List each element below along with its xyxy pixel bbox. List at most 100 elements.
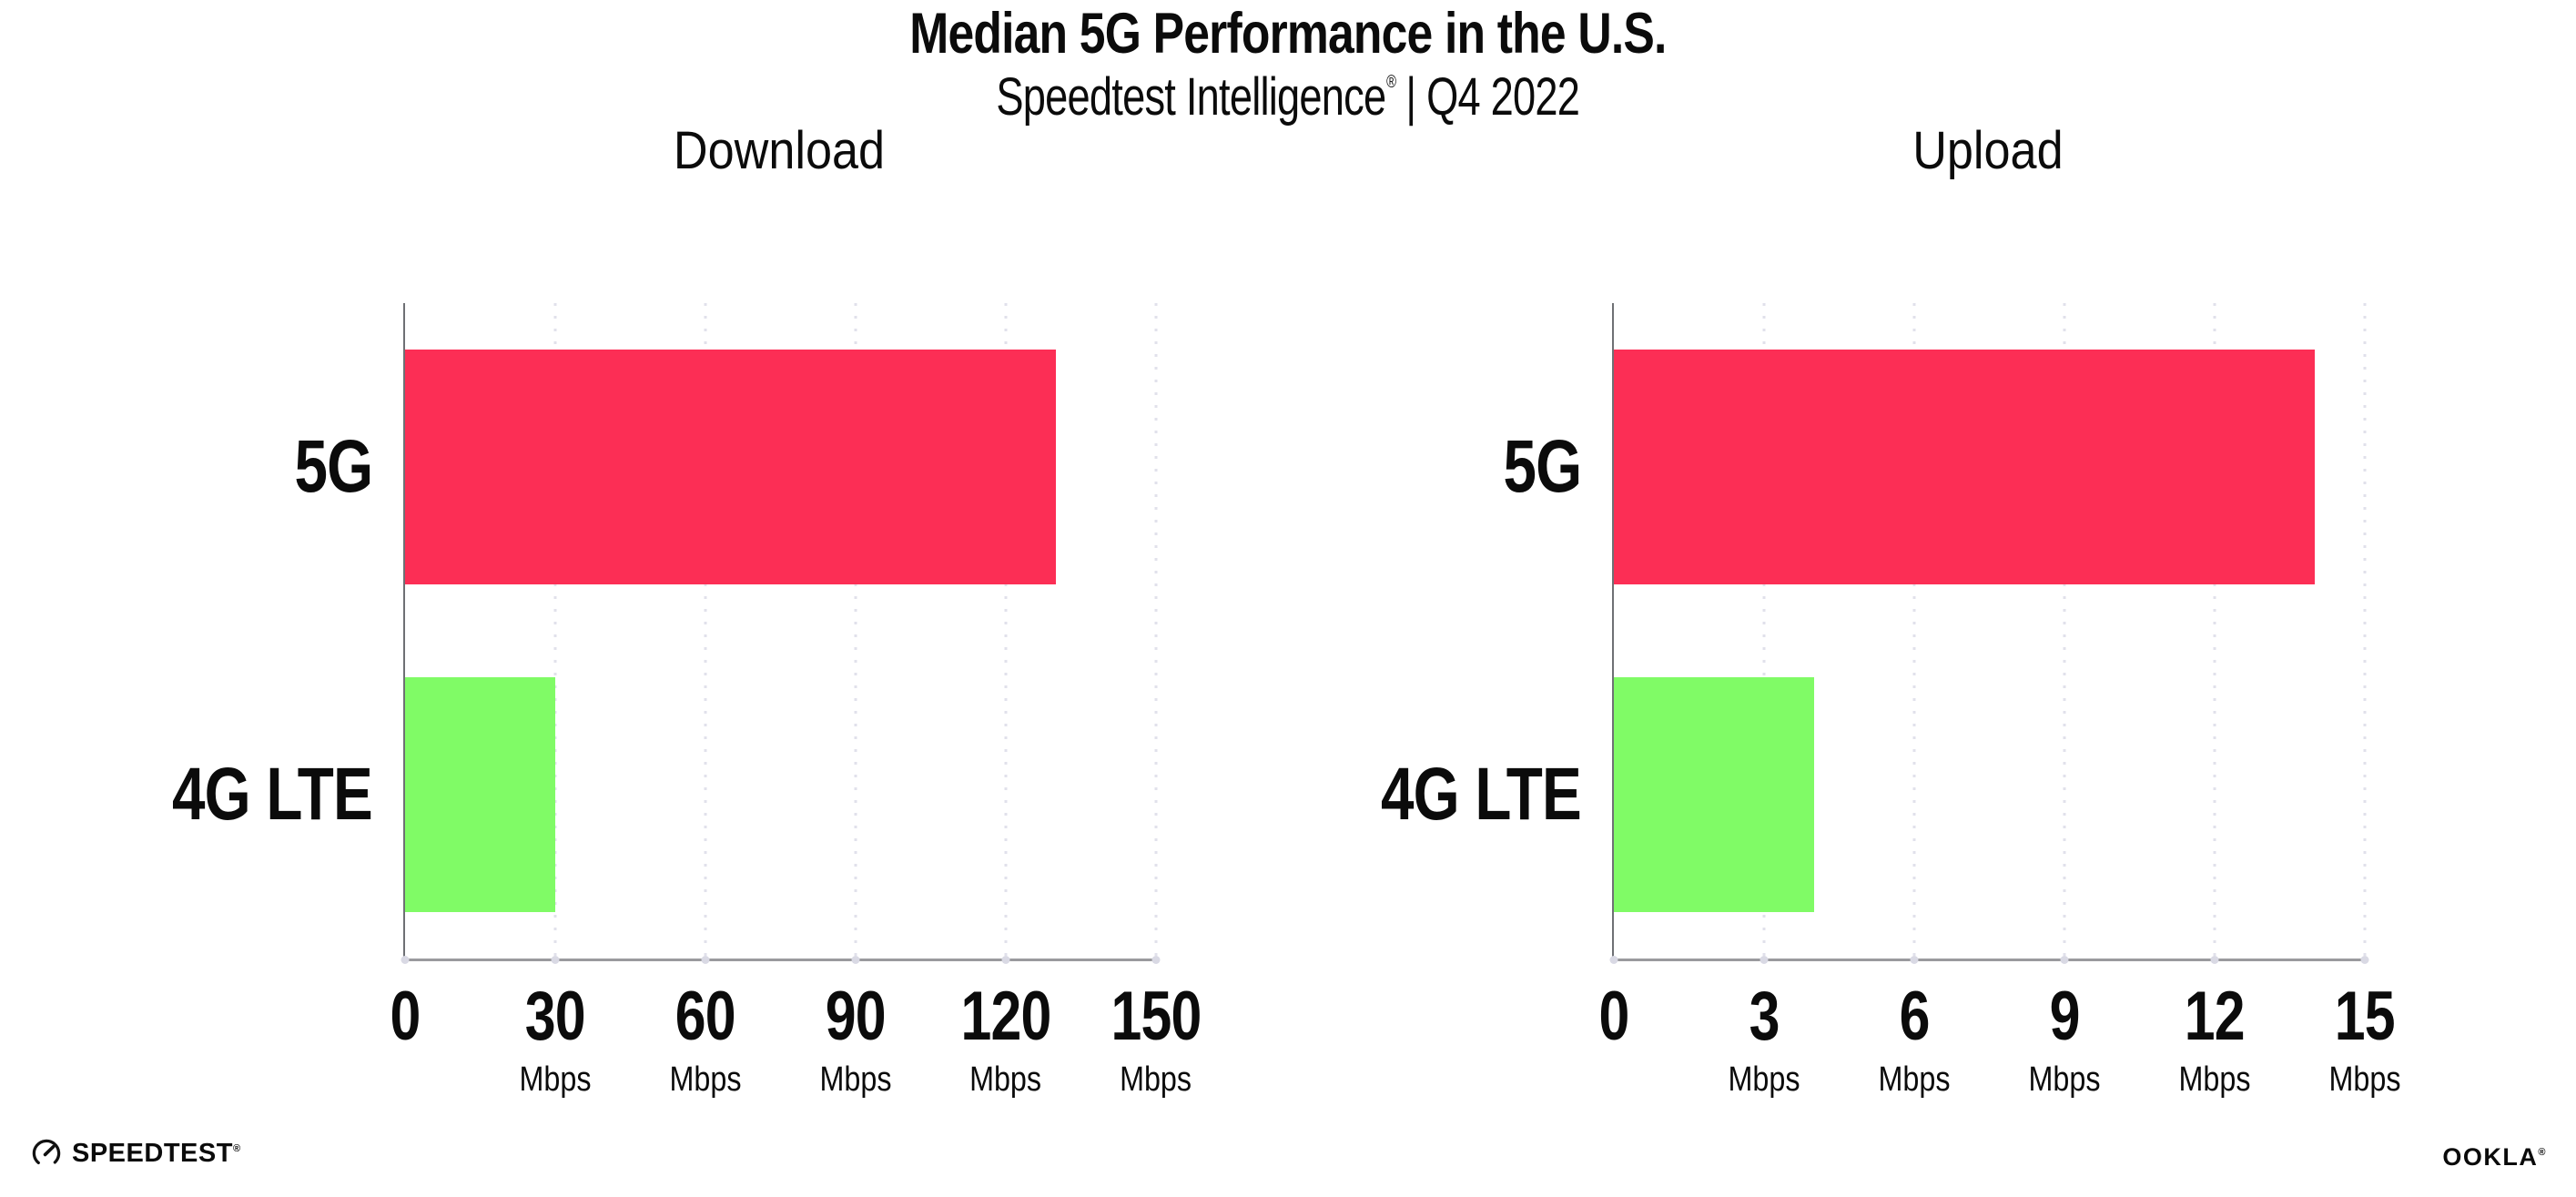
gridline-x-90	[854, 303, 857, 959]
tick-value-text: 150	[1111, 978, 1202, 1055]
x-tick-label-15: 15 Mbps	[2323, 982, 2408, 1098]
ookla-trademark-icon: ®	[2538, 1147, 2547, 1158]
tick-value: 90	[814, 982, 898, 1051]
tick-value: 30	[513, 982, 598, 1051]
tick-value-text: 30	[524, 978, 586, 1055]
tick-unit: Mbps	[814, 1062, 898, 1097]
ookla-logo: OOKLA®	[2442, 1143, 2547, 1172]
axis-tick-dot-0	[401, 956, 410, 964]
x-tick-label-60: 60 Mbps	[664, 982, 748, 1098]
tick-value: 0	[386, 982, 423, 1051]
tick-value: 150	[1100, 982, 1212, 1051]
tick-value-text: 120	[960, 978, 1051, 1055]
axis-tick-dot-6	[1910, 956, 1919, 964]
axis-tick-dot-90	[851, 956, 860, 964]
upload-chart-title: Upload	[1912, 121, 2064, 180]
tick-unit-text: Mbps	[1878, 1060, 1951, 1099]
tick-unit-text: Mbps	[969, 1060, 1042, 1099]
page-title-text: Median 5G Performance in the U.S.	[909, 2, 1667, 66]
tick-value: 6	[1872, 982, 1957, 1051]
speedtest-logo: SPEEDTEST®	[31, 1138, 241, 1169]
x-tick-label-3: 3 Mbps	[1722, 982, 1807, 1098]
gridline-x-15	[2363, 303, 2367, 959]
tick-value: 3	[1722, 982, 1807, 1051]
gridline-x-3	[1762, 303, 1766, 959]
tick-unit-text: Mbps	[1120, 1060, 1192, 1099]
subtitle-period: | Q4 2022	[1394, 67, 1581, 127]
bar-4g-lte	[1614, 677, 1814, 912]
axis-tick-dot-3	[1760, 956, 1769, 964]
upload-plot-area: 0 3 Mbps 6 Mbps 9 Mbps 12 Mbps 15 Mbps 5G 4G LTE	[1381, 303, 2400, 1097]
tick-unit-text: Mbps	[2178, 1060, 2251, 1099]
x-tick-label-12: 12 Mbps	[2173, 982, 2257, 1098]
axis-tick-dot-60	[701, 956, 710, 964]
tick-value: 60	[664, 982, 748, 1051]
page-subtitle-text: Speedtest Intelligence® | Q4 2022	[997, 71, 1581, 124]
speedometer-gauge-icon	[31, 1138, 62, 1169]
tick-value-text: 3	[1749, 978, 1780, 1055]
bar-5g	[405, 350, 1056, 584]
axis-tick-dot-12	[2210, 956, 2219, 964]
download-chart-title: Download	[673, 121, 885, 180]
registered-trademark-icon: ®	[1386, 73, 1396, 93]
tick-unit-text: Mbps	[819, 1060, 892, 1099]
gridline-x-30	[553, 303, 557, 959]
subtitle-brand: Speedtest Intelligence	[996, 67, 1387, 127]
category-label-text: 4G LTE	[172, 753, 373, 836]
axis-tick-dot-120	[1001, 956, 1010, 964]
page-subtitle: Speedtest Intelligence® | Q4 2022	[0, 71, 2576, 124]
x-tick-label-150: 150 Mbps	[1100, 982, 1212, 1098]
tick-unit: Mbps	[949, 1062, 1062, 1097]
category-label-5g: 5G	[275, 425, 373, 508]
tick-value: 15	[2323, 982, 2408, 1051]
x-tick-label-0: 0	[1595, 982, 1632, 1051]
page-title: Median 5G Performance in the U.S.	[0, 4, 2576, 64]
tick-unit-text: Mbps	[2328, 1060, 2401, 1099]
tick-unit: Mbps	[1722, 1062, 1807, 1097]
tick-value-text: 90	[825, 978, 887, 1055]
tick-unit: Mbps	[2023, 1062, 2107, 1097]
tick-value: 9	[2023, 982, 2107, 1051]
tick-value-text: 9	[2049, 978, 2080, 1055]
tick-value-text: 0	[1598, 978, 1629, 1055]
axis-tick-dot-150	[1151, 956, 1161, 964]
tick-unit-text: Mbps	[1728, 1060, 1800, 1099]
tick-value: 0	[1595, 982, 1632, 1051]
bar-4g-lte	[405, 677, 555, 912]
upload-chart-panel: Upload 0 3 Mbps 6 Mbps 9 Mbps 12 Mbps 15 Mbps 5G 4G …	[1381, 121, 2400, 1098]
x-tick-label-0: 0	[386, 982, 423, 1051]
tick-value-text: 0	[390, 978, 421, 1055]
gridline-x-60	[704, 303, 707, 959]
download-chart-panel: Download 0 30 Mbps 60 Mbps 90 Mbps 120 Mbps 150 Mb…	[172, 121, 1202, 1098]
gridline-x-6	[1912, 303, 1916, 959]
x-tick-label-30: 30 Mbps	[513, 982, 598, 1099]
category-label-text: 5G	[1503, 425, 1582, 508]
tick-unit: Mbps	[2323, 1062, 2408, 1097]
axis-tick-dot-9	[2060, 956, 2069, 964]
axis-tick-dot-15	[2360, 956, 2369, 964]
category-label-4g-lte: 4G LTE	[122, 753, 373, 836]
category-label-text: 5G	[294, 425, 373, 508]
gridline-x-120	[1004, 303, 1008, 959]
x-tick-label-90: 90 Mbps	[814, 982, 898, 1098]
tick-unit: Mbps	[2173, 1062, 2257, 1097]
tick-value-text: 12	[2184, 978, 2246, 1055]
category-label-text: 4G LTE	[1381, 753, 1582, 836]
tick-value-text: 60	[674, 978, 736, 1055]
gridline-x-12	[2213, 303, 2216, 959]
category-label-5g: 5G	[1484, 425, 1582, 508]
tick-unit-text: Mbps	[669, 1060, 742, 1099]
bar-5g	[1614, 350, 2315, 584]
tick-unit: Mbps	[1100, 1062, 1212, 1097]
speedtest-wordmark: SPEEDTEST®	[72, 1138, 241, 1168]
ookla-wordmark: OOKLA	[2442, 1143, 2539, 1171]
x-tick-label-9: 9 Mbps	[2023, 982, 2107, 1098]
axis-tick-dot-0	[1609, 956, 1618, 964]
axis-tick-dot-30	[551, 956, 560, 964]
tick-unit: Mbps	[664, 1062, 748, 1097]
tick-value: 12	[2173, 982, 2257, 1051]
download-plot-area: 0 30 Mbps 60 Mbps 90 Mbps 120 Mbps 150 Mbps 5G 4G LT…	[172, 303, 1202, 1097]
tick-value-text: 15	[2334, 978, 2396, 1055]
tick-unit-text: Mbps	[519, 1060, 592, 1099]
tick-unit: Mbps	[1872, 1062, 1957, 1097]
